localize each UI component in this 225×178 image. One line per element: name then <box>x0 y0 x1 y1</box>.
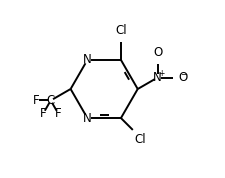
Text: N: N <box>153 71 161 84</box>
Text: Cl: Cl <box>115 24 126 37</box>
Text: +: + <box>158 69 164 78</box>
Text: O: O <box>152 46 162 59</box>
Text: N: N <box>83 53 91 66</box>
Text: N: N <box>83 112 91 125</box>
Text: F: F <box>40 107 46 120</box>
Text: Cl: Cl <box>134 133 145 146</box>
Text: O: O <box>178 71 187 84</box>
Text: F: F <box>32 94 39 107</box>
Text: C: C <box>46 94 55 107</box>
Text: −: − <box>179 70 186 79</box>
Text: F: F <box>55 107 61 120</box>
